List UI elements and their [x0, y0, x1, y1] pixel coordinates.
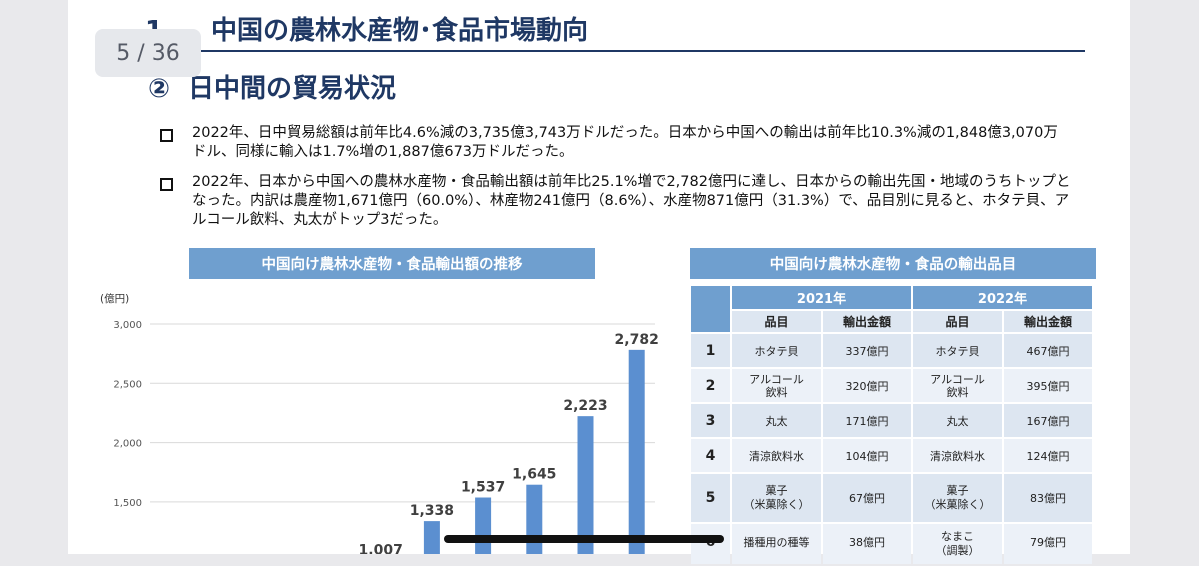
item-cell: 播種用の種等: [732, 524, 821, 564]
item-cell: 菓子 （米菓除く）: [913, 474, 1002, 522]
item-cell: アルコール 飲料: [732, 369, 821, 402]
square-bullet-icon: [160, 178, 173, 191]
chart-title: 中国向け農林水産物・食品輸出額の推移: [189, 248, 595, 279]
item-cell: 清涼飲料水: [913, 439, 1002, 472]
section-title: 中国の農林水産物･食品市場動向: [210, 16, 588, 46]
rank-cell: 2: [691, 369, 730, 402]
table-row: 6 播種用の種等 38億円 なまこ （調製） 79億円: [691, 524, 1092, 564]
subsection-heading: ② 日中間の貿易状況: [148, 68, 396, 105]
column-header: 輸出金額: [823, 311, 911, 332]
table-corner: [691, 286, 730, 332]
bar-value-label: 1,537: [461, 480, 505, 496]
value-cell: 337億円: [823, 334, 911, 367]
item-cell: なまこ （調製）: [913, 524, 1002, 564]
export-bar-chart: (億円)3,0002,5002,0001,5008991,0071,3381,5…: [100, 292, 659, 554]
value-cell: 104億円: [823, 439, 911, 472]
value-cell: 67億円: [823, 474, 911, 522]
bar: [628, 349, 645, 554]
item-cell: 菓子 （米菓除く）: [732, 474, 821, 522]
item-cell: ホタテ貝: [913, 334, 1002, 367]
y-tick-label: 2,500: [113, 379, 142, 390]
table-row: 2 アルコール 飲料 320億円 アルコール 飲料 395億円: [691, 369, 1092, 402]
table-row: 4 清涼飲料水 104億円 清涼飲料水 124億円: [691, 439, 1092, 472]
value-cell: 467億円: [1004, 334, 1092, 367]
value-cell: 79億円: [1004, 524, 1092, 564]
column-header: 輸出金額: [1004, 311, 1092, 332]
title-divider: [140, 50, 1085, 52]
table-row: 3 丸太 171億円 丸太 167億円: [691, 404, 1092, 437]
rank-cell: 6: [691, 524, 730, 564]
value-cell: 38億円: [823, 524, 911, 564]
bar-value-label: 1,007: [359, 542, 403, 554]
value-cell: 395億円: [1004, 369, 1092, 402]
bar-value-label: 1,338: [410, 503, 454, 519]
item-cell: 丸太: [913, 404, 1002, 437]
square-bullet-icon: [160, 129, 173, 142]
subsection-title: 日中間の貿易状況: [188, 74, 397, 104]
bar-value-label: 2,223: [563, 398, 607, 414]
bar-value-label: 2,782: [615, 332, 659, 348]
bar: [526, 484, 543, 554]
y-tick-label: 1,500: [113, 498, 142, 509]
page-counter: 5 / 36: [95, 29, 201, 77]
value-cell: 124億円: [1004, 439, 1092, 472]
column-header: 品目: [913, 311, 1002, 332]
bullet-text: 2022年、日中貿易総額は前年比4.6%減の3,735億3,743万ドルだった。…: [192, 125, 1058, 160]
bar: [475, 497, 492, 554]
section-heading: 1.中国の農林水産物･食品市場動向: [145, 10, 588, 47]
y-tick-label: 2,000: [113, 439, 142, 450]
bar-value-label: 1,645: [512, 467, 556, 483]
column-header: 品目: [732, 311, 821, 332]
item-cell: ホタテ貝: [732, 334, 821, 367]
table-title: 中国向け農林水産物・食品の輸出品目: [690, 248, 1096, 279]
bullet-text: 2022年、日本から中国への農林水産物・食品輸出額は前年比25.1%増で2,78…: [192, 174, 1071, 228]
item-cell: アルコール 飲料: [913, 369, 1002, 402]
year-header: 2022年: [913, 286, 1092, 309]
subsection-number: ②: [148, 74, 171, 104]
value-cell: 83億円: [1004, 474, 1092, 522]
table-row: 5 菓子 （米菓除く） 67億円 菓子 （米菓除く） 83億円: [691, 474, 1092, 522]
value-cell: 320億円: [823, 369, 911, 402]
export-items-table: 2021年 2022年 品目 輸出金額 品目 輸出金額 1 ホタテ貝 337億円…: [689, 284, 1094, 566]
value-cell: 171億円: [823, 404, 911, 437]
item-cell: 丸太: [732, 404, 821, 437]
year-header: 2021年: [732, 286, 911, 309]
y-tick-label: 3,000: [113, 320, 142, 331]
table-row: 1 ホタテ貝 337億円 ホタテ貝 467億円: [691, 334, 1092, 367]
bar: [423, 521, 440, 554]
rank-cell: 3: [691, 404, 730, 437]
bar: [577, 416, 594, 554]
rank-cell: 4: [691, 439, 730, 472]
y-axis-unit-label: (億円): [100, 292, 129, 305]
item-cell: 清涼飲料水: [732, 439, 821, 472]
rank-cell: 1: [691, 334, 730, 367]
rank-cell: 5: [691, 474, 730, 522]
scroll-indicator[interactable]: [444, 535, 724, 543]
value-cell: 167億円: [1004, 404, 1092, 437]
